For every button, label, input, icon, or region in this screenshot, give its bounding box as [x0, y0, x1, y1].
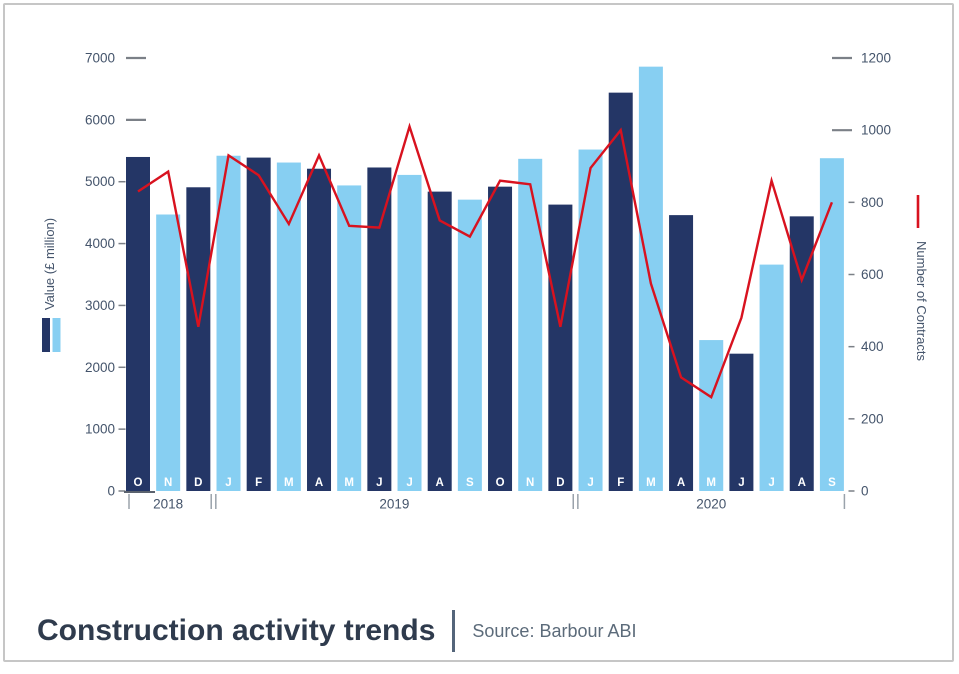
month-label-22-A: A [798, 477, 806, 489]
month-label-21-J: J [768, 477, 774, 489]
right-axis-tick-label-600: 600 [861, 267, 884, 282]
month-label-4-F: F [255, 477, 262, 489]
month-label-11-S: S [466, 477, 474, 489]
chart-card: 7000 6000 5000 4000 3000 2000 1000 0 1200 1000 800… [3, 3, 954, 662]
bar-11-S [457, 199, 482, 491]
right-axis-tick-label-0: 0 [861, 484, 869, 499]
month-label-18-A: A [677, 477, 685, 489]
right-axis-tick-label-200: 200 [861, 411, 884, 426]
left-axis-tick-label-3000: 3000 [85, 298, 115, 313]
legend-bar-light-swatch [52, 318, 61, 352]
month-label-10-A: A [436, 477, 444, 489]
month-label-15-J: J [587, 477, 593, 489]
bar-4-F [246, 157, 271, 491]
left-axis-title: Value (£ million) [42, 218, 57, 310]
bar-23-S [819, 158, 844, 492]
right-axis-tick-label-400: 400 [861, 339, 884, 354]
bar-19-M [699, 340, 724, 491]
month-label-6-A: A [315, 477, 323, 489]
left-axis-tick-label-4000: 4000 [85, 236, 115, 251]
page-title: Construction activity trends [37, 614, 436, 647]
bar-9-J [397, 174, 422, 491]
bar-7-M [337, 185, 362, 491]
title-bar: Construction activity trends Source: Bar… [37, 605, 637, 657]
source-label: Source: Barbour ABI [472, 620, 637, 641]
bar-14-D [548, 204, 573, 491]
year-label-2018: 2018 [153, 497, 183, 512]
bar-0-O [126, 156, 150, 491]
left-axis-tick-label-0: 0 [107, 484, 115, 499]
month-label-20-J: J [738, 477, 744, 489]
bar-15-J [578, 149, 603, 491]
left-axis-tick-label-6000: 6000 [85, 112, 115, 127]
bar-13-N [518, 158, 543, 491]
month-label-23-S: S [828, 477, 836, 489]
right-axis-tick-label-1200: 1200 [861, 51, 891, 66]
month-label-13-N: N [526, 477, 534, 489]
right-axis-tick-label-800: 800 [861, 195, 884, 210]
left-axis-tick-label-5000: 5000 [85, 174, 115, 189]
month-label-0-O: O [134, 477, 143, 489]
month-label-2-D: D [194, 477, 202, 489]
legend-bar-dark-swatch [42, 318, 50, 352]
month-label-3-J: J [225, 477, 231, 489]
month-label-14-D: D [556, 477, 564, 489]
year-label-2020: 2020 [696, 497, 726, 512]
month-label-7-M: M [344, 477, 354, 489]
bar-20-J [729, 353, 754, 491]
month-label-1-N: N [164, 477, 172, 489]
contracts-line [137, 122, 834, 400]
construction-activity-chart: 7000600050004000300020001000012001000800… [42, 51, 929, 512]
month-label-5-M: M [284, 477, 294, 489]
month-label-17-M: M [646, 477, 656, 489]
bar-8-J [367, 167, 392, 492]
title-separator [452, 610, 456, 652]
bar-21-J [759, 264, 784, 491]
right-axis-title: Number of Contracts [914, 241, 929, 361]
left-axis-tick-label-1000: 1000 [85, 422, 115, 437]
bar-12-O [488, 186, 513, 492]
bar-1-N [156, 214, 181, 491]
bar-3-J [216, 155, 241, 491]
month-label-16-F: F [617, 477, 624, 489]
bar-5-M [276, 162, 301, 491]
month-label-9-J: J [406, 477, 412, 489]
right-axis-tick-label-1000: 1000 [861, 123, 891, 138]
bar-2-D [186, 187, 211, 491]
bar-6-A [307, 168, 332, 491]
bar-16-F [608, 92, 633, 491]
left-axis-tick-label-7000: 7000 [85, 51, 115, 66]
month-label-19-M: M [706, 477, 716, 489]
left-axis-tick-label-2000: 2000 [85, 360, 115, 375]
month-label-8-J: J [376, 477, 382, 489]
month-label-12-O: O [496, 477, 505, 489]
bar-10-A [427, 191, 452, 491]
year-label-2019: 2019 [379, 497, 409, 512]
